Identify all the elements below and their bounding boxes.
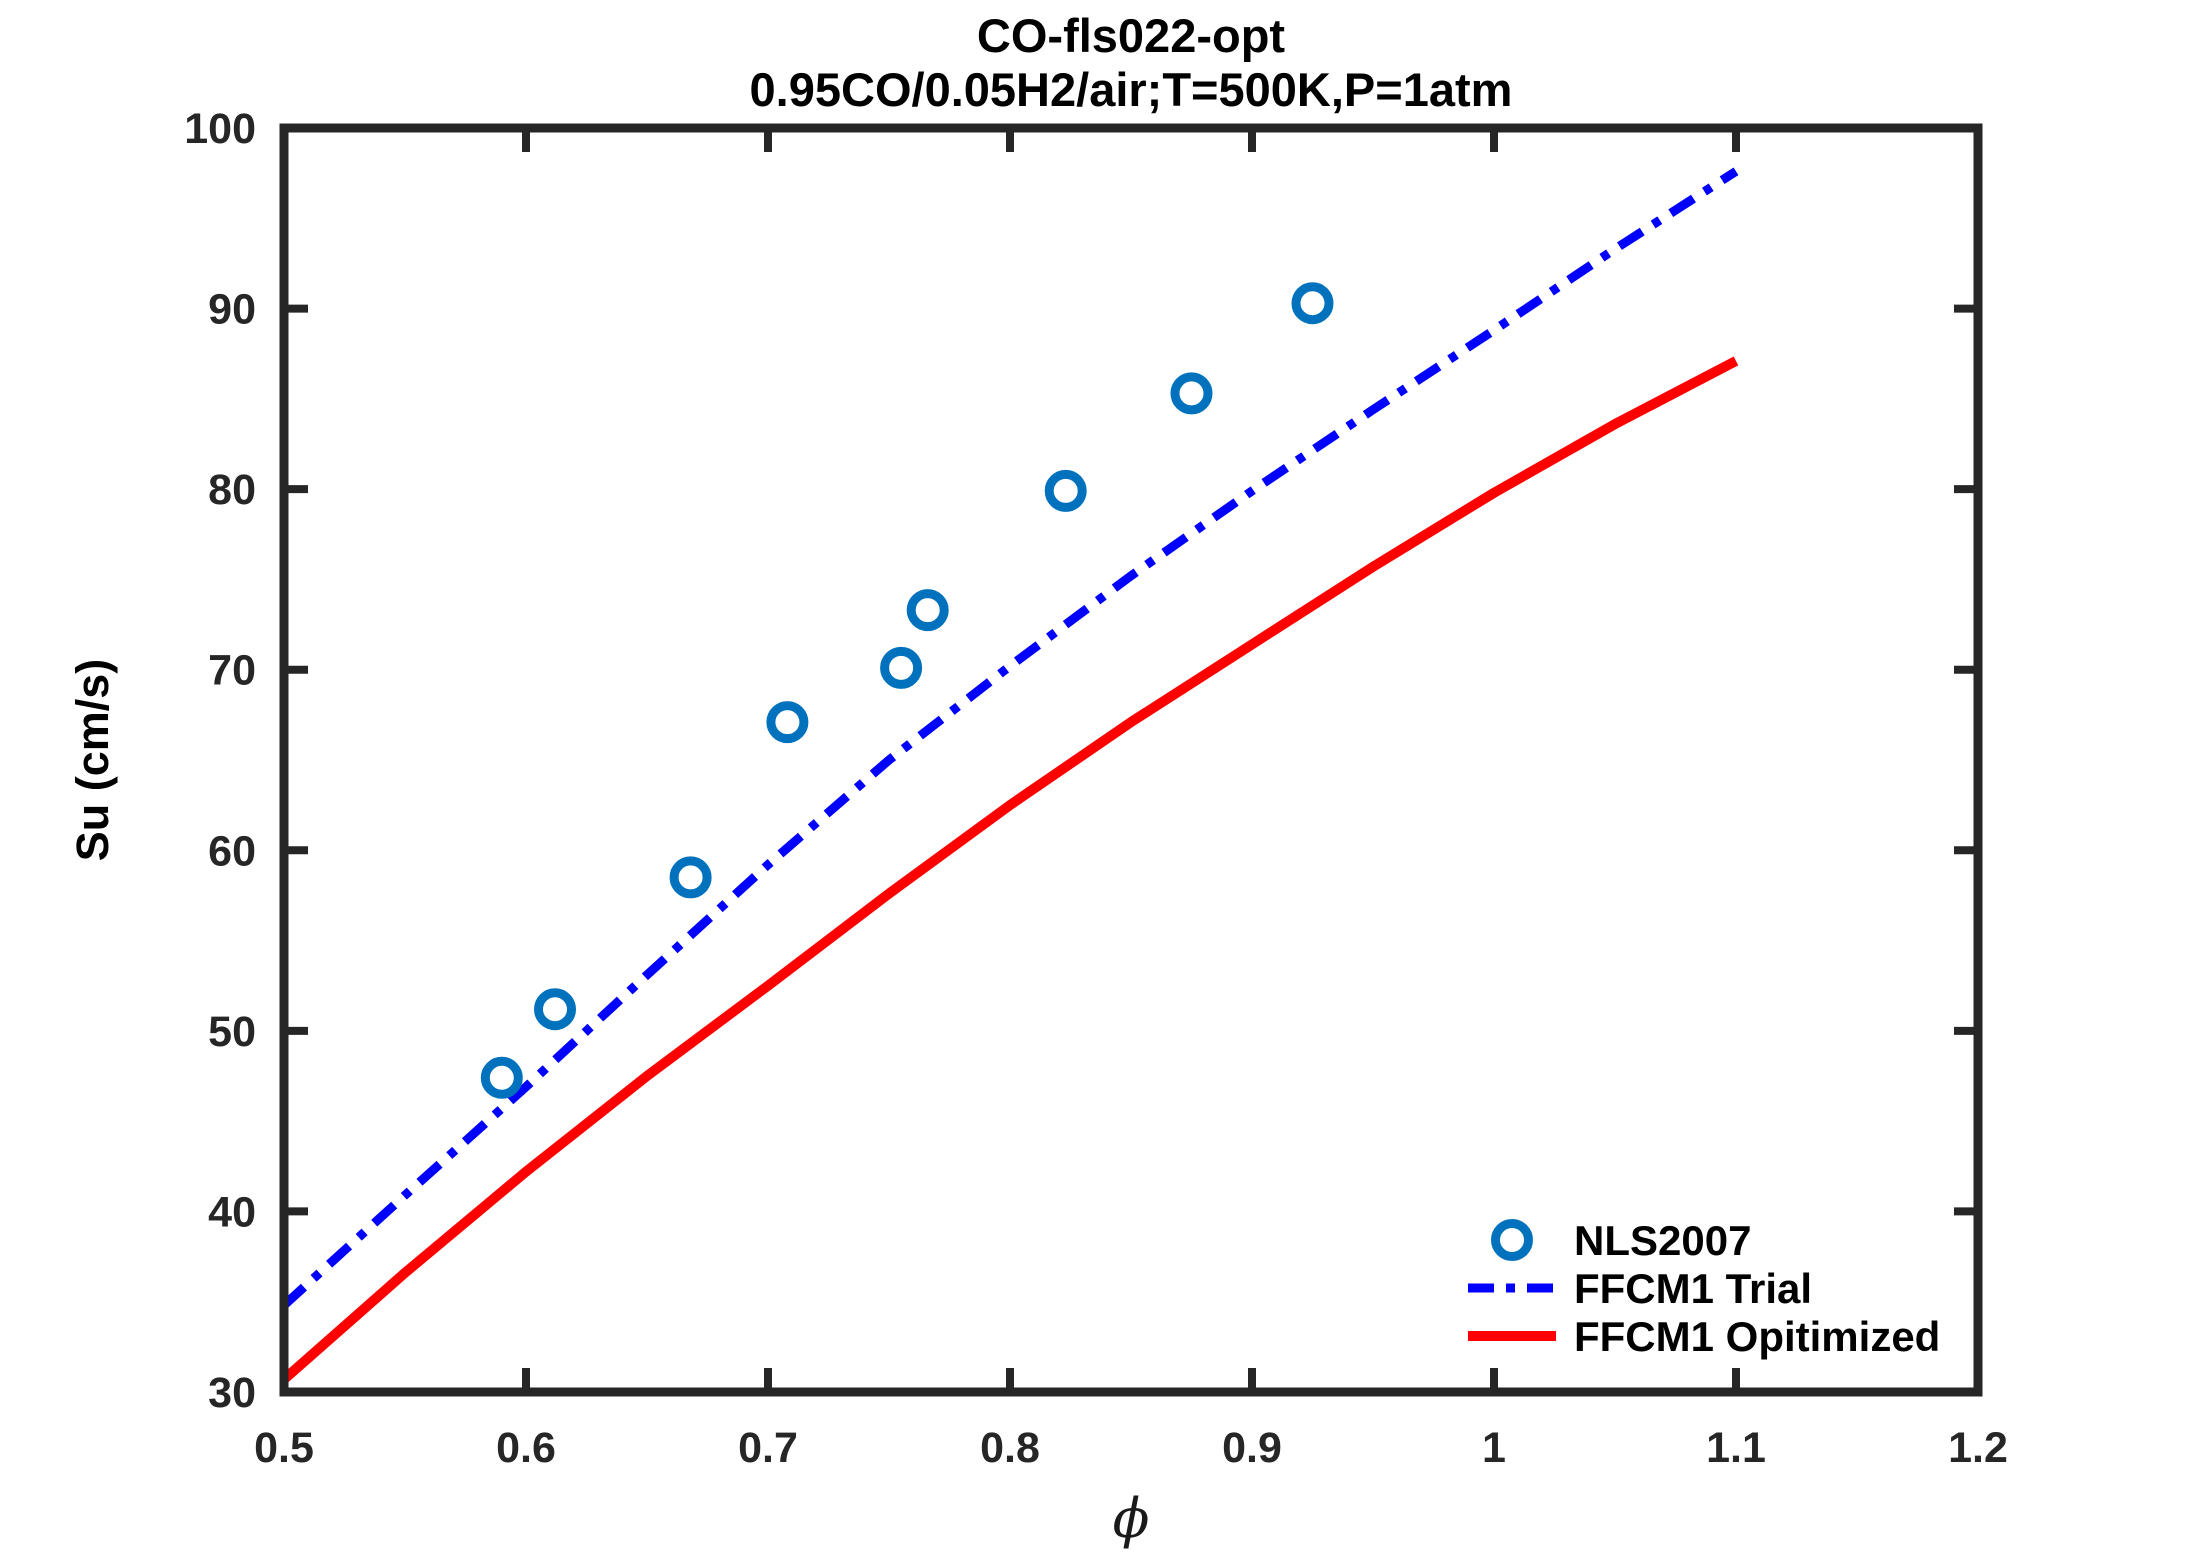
x-axis-label: ϕ [1113, 1487, 1150, 1550]
axes-frame-layer [279, 123, 1983, 1397]
series-line-ffcm1-trial [280, 167, 1739, 1309]
y-tick-label: 60 [208, 827, 256, 875]
axes-box [279, 123, 1983, 1397]
x-tick-label: 1 [1482, 1424, 1506, 1472]
x-tick-label: 1.2 [1948, 1424, 2008, 1472]
y-tick-label: 90 [208, 286, 256, 334]
data-point-marker [880, 646, 923, 689]
y-axis-label: Su (cm/s) [67, 659, 118, 862]
x-tick-label: 0.6 [496, 1424, 556, 1472]
y-tick-label: 30 [208, 1369, 256, 1417]
data-point-marker [1170, 372, 1213, 415]
chart-title: CO-fls022-opt [977, 9, 1285, 62]
y-tick-label: 70 [208, 647, 256, 695]
y-tick-label: 40 [208, 1188, 256, 1236]
y-tick-label: 100 [184, 105, 256, 153]
data-point-marker [766, 701, 809, 744]
legend-label: FFCM1 Trial [1574, 1265, 1812, 1312]
x-tick-label: 0.7 [738, 1424, 798, 1472]
y-tick-label: 80 [208, 466, 256, 514]
data-point-marker [669, 856, 712, 899]
data-point-marker [906, 589, 949, 632]
x-tick-label: 1.1 [1706, 1424, 1766, 1472]
y-tick-label: 50 [208, 1008, 256, 1056]
legend-label: FFCM1 Opitimized [1574, 1313, 1940, 1360]
data-point-marker [480, 1056, 523, 1099]
data-point-marker [1044, 469, 1087, 512]
data-point-marker [1291, 282, 1334, 325]
series-layer [280, 167, 1739, 1384]
x-tick-label: 0.8 [980, 1424, 1040, 1472]
x-tick-label: 0.5 [254, 1424, 314, 1472]
x-tick-label: 0.9 [1222, 1424, 1282, 1472]
chart-subtitle: 0.95CO/0.05H2/air;T=500K,P=1atm [750, 63, 1513, 116]
tick-layer: 0.5 0.6 0.7 0.8 0.9 1 1.1 1.2 30 40 50 60 70 80 90 100 [184, 105, 2008, 1472]
legend-label: NLS2007 [1574, 1217, 1751, 1264]
data-point-marker [534, 988, 576, 1031]
legend-marker-circle [1491, 1219, 1533, 1261]
label-layer: CO-fls022-opt 0.95CO/0.05H2/air;T=500K,P… [67, 9, 1512, 1550]
series-line-ffcm1-opitimized [280, 356, 1739, 1384]
